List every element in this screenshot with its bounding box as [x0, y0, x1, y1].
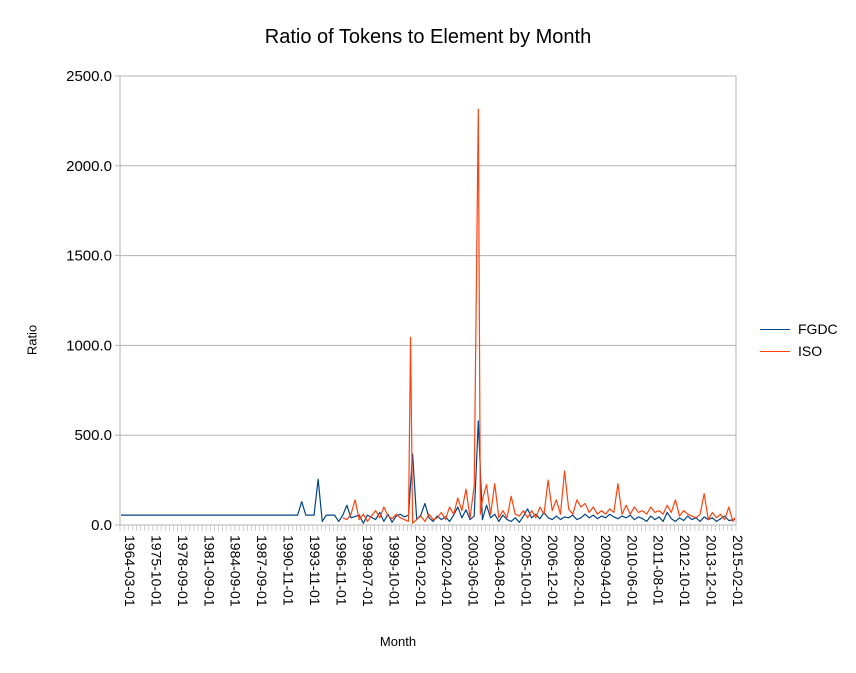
grid-lines: [119, 75, 737, 526]
legend-swatch-iso: [760, 350, 790, 352]
x-axis-label-wrap: Month: [0, 634, 856, 649]
x-tick-label: 2011-08-01: [651, 535, 667, 606]
x-axis: 1964-03-01 1975-10-01 1978-09-01 1981-09-01…: [119, 525, 746, 607]
x-axis-label: Month: [379, 634, 417, 649]
x-tick-label: 1998-07-01: [360, 535, 376, 607]
x-tick-label: 1987-09-01: [254, 535, 270, 607]
series-line-iso: [342, 108, 736, 524]
x-tick-label: 2010-06-01: [624, 535, 640, 607]
x-tick-label: 2004-08-01: [492, 535, 508, 607]
x-tick-label: 1984-09-01: [228, 535, 244, 607]
x-tick-label: 2008-02-01: [571, 535, 587, 607]
x-tick-label: 1964-03-01: [122, 535, 138, 607]
legend-label-fgdc: FGDC: [798, 321, 838, 337]
x-tick-label: 2013-12-01: [704, 535, 720, 607]
legend-label-iso: ISO: [798, 343, 823, 359]
x-tick-label: 1990-11-01: [281, 535, 297, 606]
x-tick-label: 1975-10-01: [148, 535, 164, 607]
x-tick-label: 1996-11-01: [333, 535, 349, 606]
x-tick-label: 2012-10-01: [677, 535, 693, 607]
series-line-fgdc: [121, 420, 736, 524]
legend: FGDC ISO: [760, 318, 838, 362]
y-tick-label: 1500.0: [66, 248, 112, 265]
legend-item-fgdc: FGDC: [760, 318, 838, 340]
x-tick-label: 2002-04-01: [439, 535, 455, 607]
y-tick-label: 0.0: [91, 517, 112, 534]
x-tick-label: 2006-12-01: [545, 535, 561, 607]
y-tick-label: 2500.0: [66, 68, 112, 85]
y-tick-label: 500.0: [74, 427, 112, 444]
x-tick-label: 2005-10-01: [519, 535, 535, 607]
x-tick-label: 2015-02-01: [730, 535, 746, 607]
x-tick-label: 2003-06-01: [466, 535, 482, 607]
y-tick-label: 2000.0: [66, 158, 112, 175]
x-tick-label: 1993-11-01: [307, 535, 323, 606]
x-tick-label: 2009-04-01: [598, 535, 614, 607]
plot-area: [121, 108, 736, 524]
y-tick-label: 1000.0: [66, 337, 112, 354]
y-axis-label: Ratio: [24, 324, 40, 356]
x-tick-label: 2001-02-01: [413, 535, 429, 607]
x-tick-label: 1981-09-01: [201, 535, 217, 607]
chart-title: Ratio of Tokens to Element by Month: [264, 26, 592, 48]
legend-swatch-fgdc: [760, 328, 790, 330]
x-tick-label: 1978-09-01: [175, 535, 191, 607]
y-axis: 0.0 500.0 1000.0 1500.0 2000.0 2500.0: [66, 68, 120, 534]
x-tick-label: 1999-10-01: [386, 535, 402, 607]
legend-item-iso: ISO: [760, 340, 838, 362]
